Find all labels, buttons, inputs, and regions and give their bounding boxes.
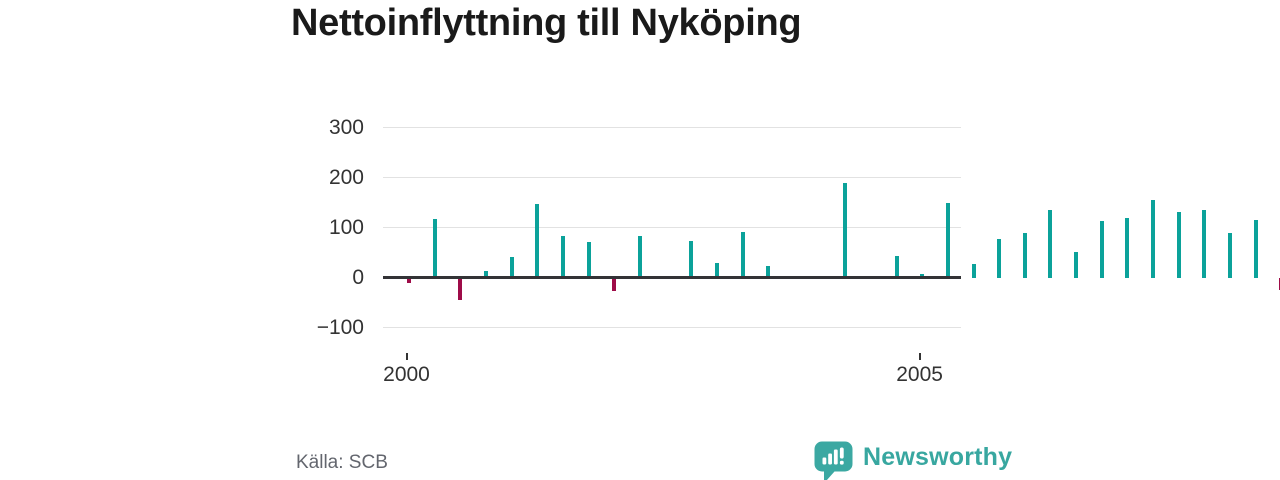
bar bbox=[1048, 209, 1053, 278]
bar bbox=[432, 218, 437, 278]
gridline bbox=[383, 226, 961, 229]
bar bbox=[689, 240, 694, 278]
bar bbox=[971, 264, 976, 278]
bar bbox=[1176, 212, 1181, 278]
bar bbox=[1253, 219, 1258, 278]
bar bbox=[920, 273, 925, 278]
bar bbox=[1125, 217, 1130, 278]
x-axis-tick-mark bbox=[405, 353, 408, 360]
bar bbox=[407, 277, 412, 283]
bar bbox=[637, 235, 642, 278]
bar bbox=[1151, 200, 1156, 278]
bar bbox=[945, 202, 950, 278]
bar bbox=[458, 277, 463, 301]
mini-bar-chart-glyph bbox=[822, 447, 844, 465]
brand-name: Newsworthy bbox=[863, 443, 1013, 471]
y-axis-tick-label: 0 bbox=[352, 265, 364, 289]
plot-area: −1000100200300200020052010201520202025 bbox=[317, 100, 1280, 386]
bar bbox=[561, 235, 566, 278]
bar bbox=[586, 241, 591, 278]
bar bbox=[1074, 252, 1079, 278]
speech-bubble-shape bbox=[814, 441, 853, 480]
chart-title: Nettoinflyttning till Nyköping bbox=[291, 2, 802, 44]
gridline bbox=[383, 326, 961, 329]
bar bbox=[740, 232, 745, 278]
x-axis-tick-label: 2000 bbox=[383, 363, 430, 386]
y-axis-tick-label: 300 bbox=[328, 115, 364, 139]
bar bbox=[484, 270, 489, 278]
bar bbox=[1022, 233, 1027, 278]
bar bbox=[997, 238, 1002, 278]
brand-logo: Newsworthy bbox=[814, 441, 1012, 480]
gridline bbox=[383, 126, 961, 129]
bar bbox=[1202, 210, 1207, 278]
y-axis-tick-label: 200 bbox=[328, 165, 364, 189]
newsworthy-icon bbox=[814, 441, 853, 480]
x-axis-tick-mark bbox=[918, 353, 921, 360]
bar bbox=[509, 256, 514, 278]
y-axis-tick-label: −100 bbox=[316, 315, 364, 339]
x-axis-tick-label: 2005 bbox=[896, 363, 943, 386]
bar bbox=[535, 203, 540, 278]
zero-line bbox=[383, 276, 961, 280]
source-note: Källa: SCB bbox=[296, 452, 388, 473]
bar bbox=[714, 262, 719, 278]
bar bbox=[612, 277, 617, 292]
bar bbox=[843, 182, 848, 278]
bar bbox=[1228, 233, 1233, 278]
gridline bbox=[383, 176, 961, 179]
bar bbox=[766, 266, 771, 278]
bar bbox=[894, 255, 899, 278]
y-axis-tick-label: 100 bbox=[328, 215, 364, 239]
bar bbox=[1099, 220, 1104, 278]
